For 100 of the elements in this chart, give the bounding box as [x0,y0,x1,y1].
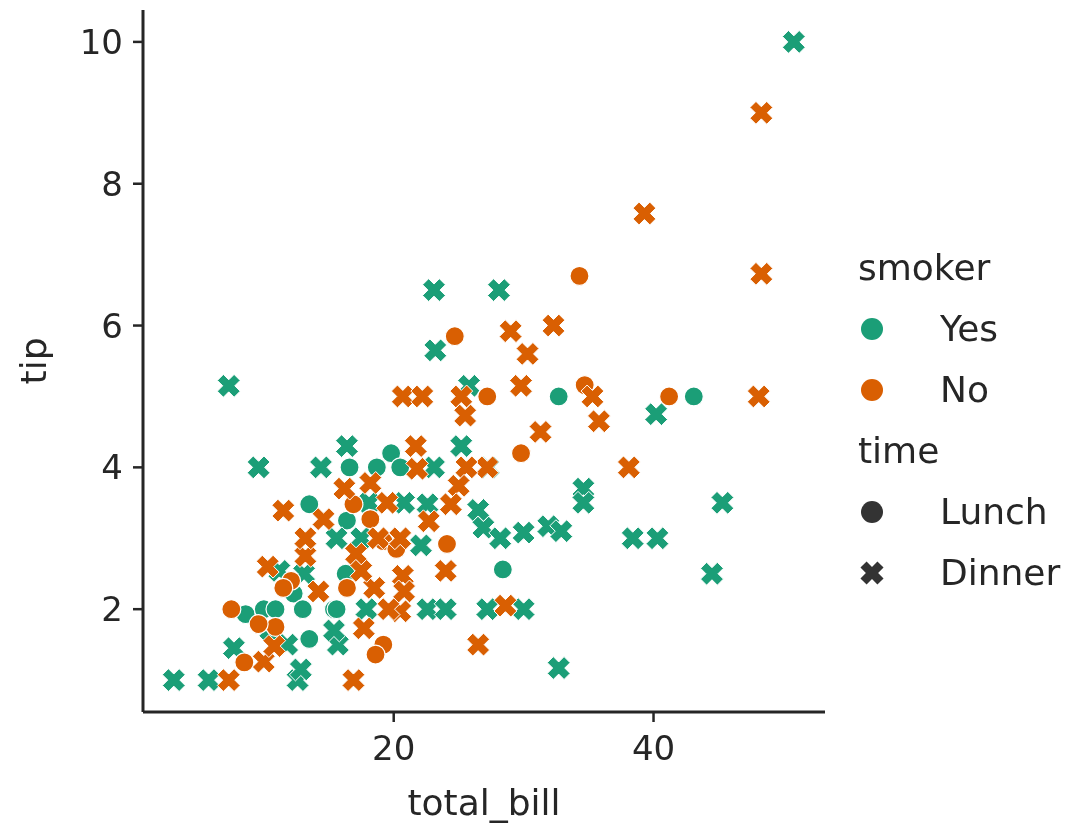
point [488,526,513,551]
point [216,668,241,693]
point [322,618,346,643]
point [644,402,669,427]
point [449,434,474,459]
point [335,434,359,459]
point [515,341,540,366]
point [487,278,511,303]
text: time [858,430,940,471]
point [466,632,491,657]
point [336,510,358,531]
point [433,558,458,583]
point [265,616,286,638]
point [351,616,376,641]
point [616,455,641,480]
point [362,575,387,600]
point [466,497,491,522]
point [360,509,381,530]
point [299,628,320,650]
legend-label: No [940,369,989,410]
point [749,100,774,125]
point [216,373,241,398]
point [311,507,336,532]
point [376,597,401,622]
point [246,455,271,480]
point [381,443,402,464]
point [587,409,611,434]
point [477,386,498,407]
x-axis-title: total_bill [407,782,561,823]
point [453,403,478,428]
y-tick-label: 2 [101,589,123,630]
point [341,668,366,693]
point [509,373,533,398]
point [271,498,296,523]
point [299,494,320,515]
y-tick-label: 10 [79,21,123,62]
point [444,326,465,347]
point [262,634,287,658]
point [410,384,435,409]
point [528,419,553,444]
point [511,597,536,622]
point [454,455,479,480]
point [324,526,349,551]
point [288,657,313,682]
point [632,201,657,226]
point [344,541,368,566]
point [255,554,280,579]
point [746,384,771,409]
legend-title: smoker [858,247,991,288]
point [292,599,313,620]
point [354,597,379,622]
y-tick-label: 4 [101,447,123,488]
point [436,533,458,555]
text: Lunch [940,491,1048,532]
point [273,577,294,599]
point [541,313,566,338]
point [422,278,446,303]
legend-label: Yes [939,308,999,349]
point [546,656,571,680]
point [293,544,318,568]
point [498,319,523,344]
point [306,579,331,604]
point [309,455,333,480]
point [493,593,518,618]
x-tick-label: 20 [372,728,416,768]
point [196,668,221,693]
point [234,652,255,673]
point [548,386,569,407]
y-tick-label: 8 [101,163,123,204]
point [510,443,532,464]
point [433,597,458,622]
point [409,533,433,558]
point [375,490,400,515]
point [339,457,360,478]
point [492,559,513,580]
point [571,490,596,515]
point [446,473,471,498]
point [349,558,374,583]
point [449,384,474,409]
point [365,644,386,665]
point [392,579,417,604]
point [358,471,383,495]
point [336,577,358,599]
point [683,386,704,407]
point [416,509,441,534]
point [221,599,242,620]
point [645,526,670,551]
point [388,526,413,551]
point [248,613,269,635]
point [710,490,735,515]
point [749,261,774,286]
point [403,434,428,459]
point [415,597,440,622]
point [620,526,645,551]
point [471,515,496,540]
point [569,265,590,287]
point [511,520,536,545]
point [332,476,357,501]
point [161,668,186,693]
point [222,636,246,661]
